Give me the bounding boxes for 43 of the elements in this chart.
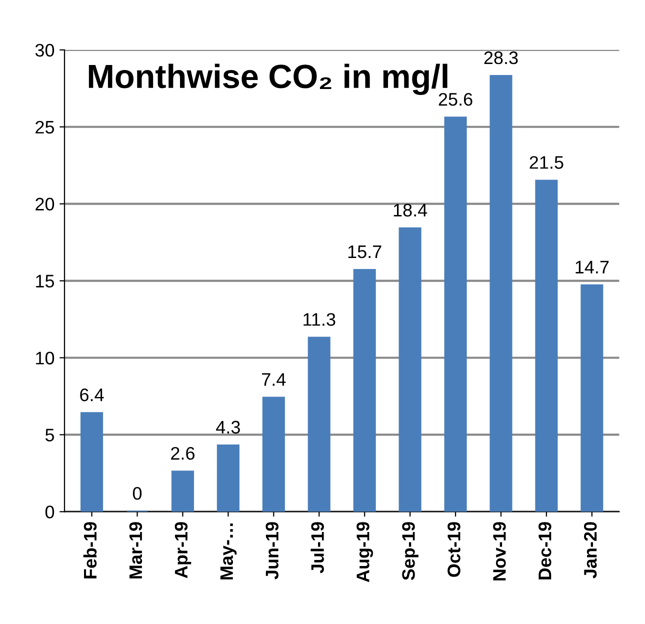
x-tick-label: May-… — [220, 523, 237, 580]
data-label: 25.6 — [438, 92, 472, 106]
x-tick-label: Oct-19 — [448, 522, 460, 577]
x-tick-label: Sep-19 — [402, 522, 418, 580]
x-tick-label: Nov-19 — [493, 522, 506, 580]
bar — [353, 268, 376, 512]
data-label: 28.3 — [484, 51, 518, 64]
data-label: 7.4 — [262, 373, 286, 386]
bar — [398, 227, 422, 512]
data-label: 4.3 — [216, 420, 240, 434]
x-tick-label: Mar-19 — [129, 522, 142, 578]
y-tick-label: 25 — [36, 120, 54, 134]
x-tick-label: Jun-19 — [266, 522, 278, 580]
data-label: 2.6 — [171, 446, 194, 460]
bar — [580, 284, 604, 512]
x-tick-label: Dec-19 — [538, 522, 552, 580]
data-label: 11.3 — [304, 313, 336, 326]
bar — [535, 180, 558, 512]
bar — [216, 444, 240, 512]
data-label: 14.7 — [576, 260, 609, 274]
bar — [262, 396, 285, 512]
x-tick-label: Apr-19 — [174, 522, 192, 578]
x-tick-label: Feb-19 — [83, 522, 97, 578]
bar — [171, 470, 194, 512]
y-tick-label: 5 — [45, 428, 54, 442]
bar — [444, 116, 467, 512]
y-tick-label: 10 — [36, 352, 54, 364]
x-tick-label: Jan-20 — [584, 522, 597, 578]
y-tick-label: 15 — [36, 274, 54, 288]
data-label: 21.5 — [530, 156, 564, 169]
y-tick-label: 20 — [36, 198, 54, 211]
y-tick-label: 0 — [45, 506, 54, 518]
y-tick-label: 30 — [35, 44, 54, 57]
bar — [80, 412, 104, 512]
bar — [490, 75, 512, 512]
x-tick-label: Jul-19 — [310, 522, 324, 574]
data-label: 18.4 — [394, 204, 428, 217]
chart-title: Monthwise CO₂ in mg/l — [88, 64, 448, 95]
data-label: 0 — [132, 486, 142, 500]
data-label: 15.7 — [348, 246, 382, 258]
data-label: 6.4 — [80, 388, 104, 402]
bar — [308, 336, 330, 512]
x-tick-label: Aug-19 — [356, 522, 373, 582]
